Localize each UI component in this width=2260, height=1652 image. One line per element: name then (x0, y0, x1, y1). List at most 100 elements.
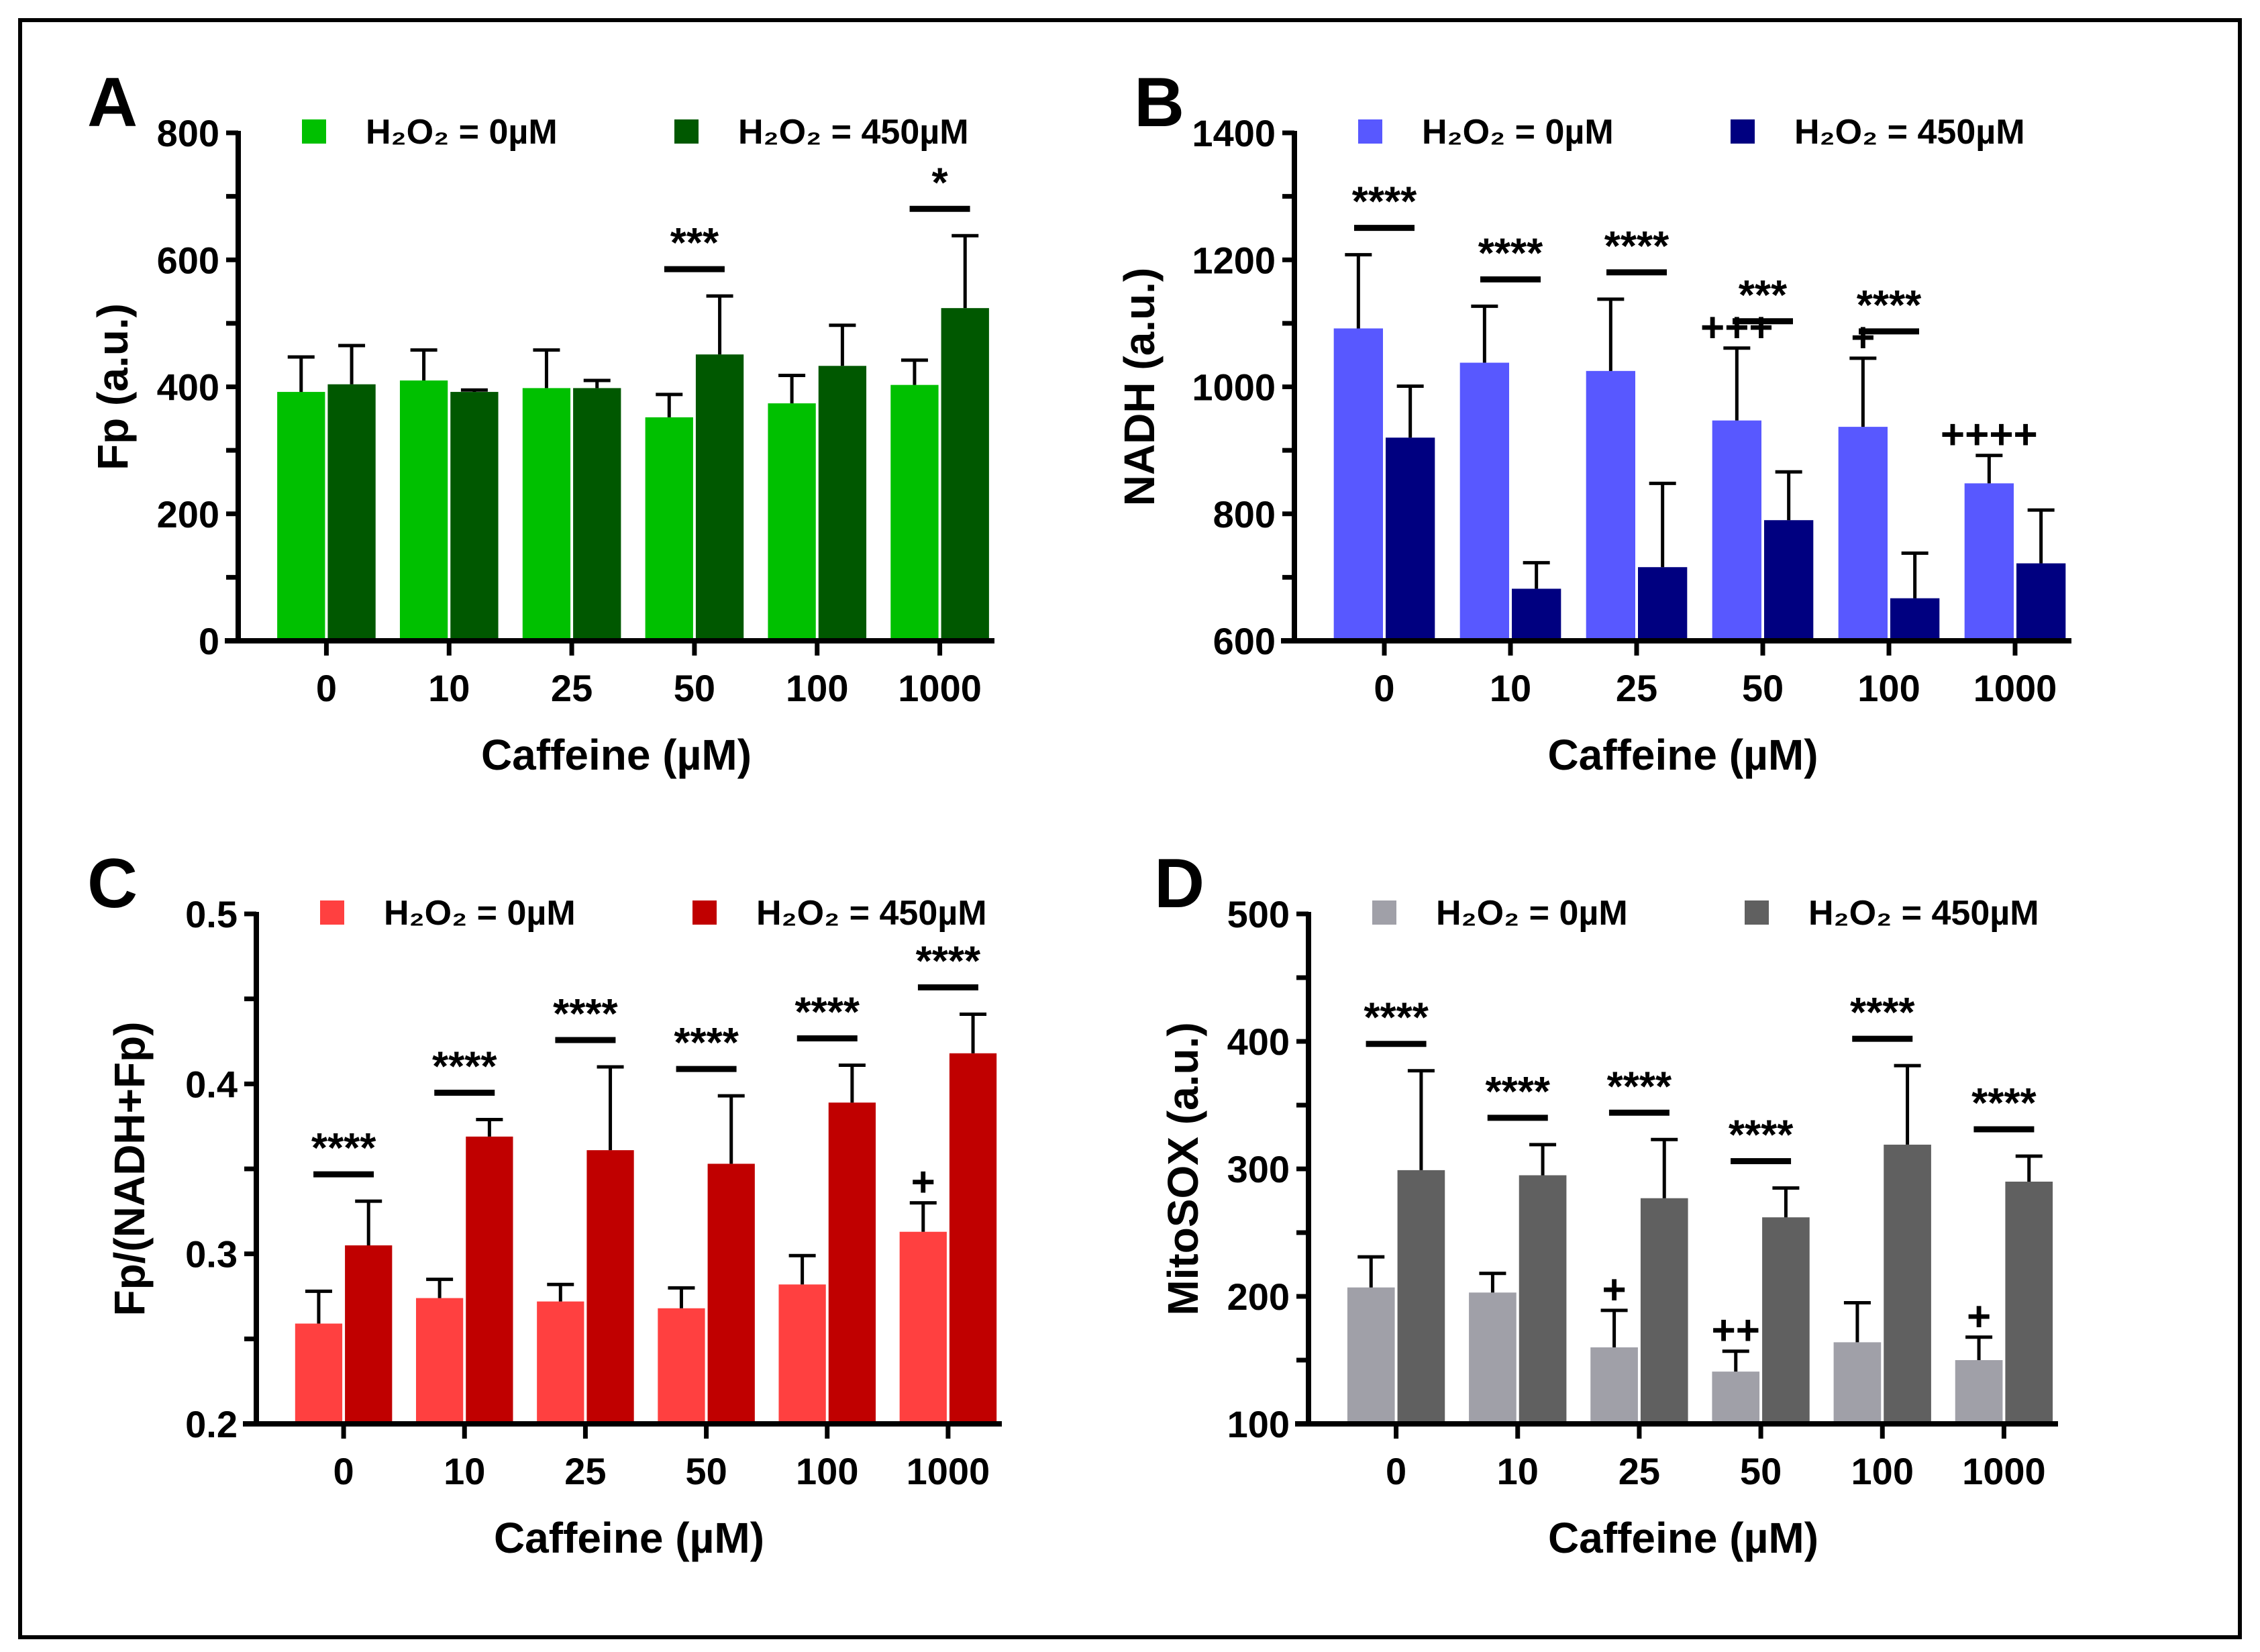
legend-swatch (1745, 900, 1769, 925)
bar-c-s0-25 (537, 1301, 584, 1424)
bar-d-s1-10 (1519, 1175, 1567, 1424)
y-tick-label: 1200 (1192, 239, 1276, 281)
x-tick-label: 50 (1742, 667, 1784, 709)
legend-label: H₂O₂ = 0µM (384, 894, 576, 933)
x-tick-label: 1000 (1973, 667, 2057, 709)
bar-a-s1-100 (818, 366, 867, 641)
bar-c-s0-10 (415, 1298, 464, 1424)
bar-a-s1-10 (450, 392, 499, 641)
bar-d-s1-25 (1640, 1198, 1688, 1424)
bar-c-s0-100 (778, 1284, 826, 1424)
y-tick-label: 0.5 (185, 893, 238, 935)
control-plus-marks: + (1851, 315, 1875, 361)
y-tick-label: 200 (157, 493, 219, 535)
y-tick-label: 500 (1227, 893, 1290, 935)
legend-swatch (1731, 119, 1755, 144)
y-tick-label: 200 (1227, 1276, 1290, 1318)
significance-stars: *** (1739, 272, 1788, 319)
panel-letter: D (1154, 845, 1204, 923)
x-tick-label: 1000 (898, 667, 982, 709)
panel-b: B******** *******+++ ****+++++600800100012… (1115, 64, 2071, 779)
y-tick-label: 400 (1227, 1021, 1290, 1063)
x-tick-label: 100 (1851, 1450, 1914, 1492)
x-tick-label: 25 (1616, 667, 1657, 709)
x-tick-label: 0 (1374, 667, 1394, 709)
x-tick-label: 100 (786, 667, 848, 709)
y-axis-title: MitoSOX (a.u.) (1159, 1022, 1207, 1315)
legend-label: H₂O₂ = 450µM (1794, 113, 2025, 152)
significance-stars: **** (432, 1044, 497, 1090)
bar-a-s0-10 (399, 380, 448, 641)
significance-stars: **** (1857, 282, 1922, 329)
x-axis-title: Caffeine (µM) (494, 1514, 764, 1562)
bar-b-s0-1000 (1964, 483, 2014, 641)
panel-letter: C (87, 845, 138, 923)
y-tick-label: 0.4 (185, 1063, 238, 1105)
significance-stars: **** (1971, 1080, 2037, 1127)
significance-stars: **** (1607, 1064, 1672, 1110)
significance-stars: **** (674, 1020, 739, 1066)
legend-label: H₂O₂ = 0µM (1436, 894, 1628, 933)
bar-d-s0-50 (1712, 1372, 1760, 1424)
y-axis-title: Fp/(NADH+Fp) (105, 1021, 154, 1316)
y-tick-label: 0 (199, 620, 219, 662)
x-tick-label: 50 (685, 1450, 727, 1492)
y-axis-title: NADH (a.u.) (1115, 268, 1164, 507)
x-tick-label: 25 (551, 667, 593, 709)
x-tick-label: 0 (333, 1450, 354, 1492)
significance-stars: **** (553, 991, 618, 1037)
panel-letter: B (1134, 64, 1184, 142)
bar-b-s0-10 (1459, 362, 1509, 641)
y-tick-label: 800 (157, 112, 219, 154)
y-tick-label: 600 (157, 239, 219, 281)
x-tick-label: 0 (1386, 1450, 1406, 1492)
x-tick-label: 10 (444, 1450, 485, 1492)
bar-c-s0-50 (658, 1308, 705, 1424)
bar-d-s1-1000 (2005, 1182, 2053, 1424)
bar-d-s1-0 (1397, 1170, 1445, 1424)
legend-swatch (1358, 119, 1382, 144)
legend-label: H₂O₂ = 450µM (738, 113, 969, 152)
y-axis-title: Fp (a.u.) (89, 303, 137, 470)
bar-c-s1-100 (828, 1102, 876, 1424)
bar-b-s1-1000 (2016, 563, 2066, 641)
bar-a-s1-0 (327, 384, 376, 641)
significance-stars: **** (1729, 1113, 1794, 1159)
bar-d-s0-100 (1833, 1342, 1882, 1424)
bar-a-s1-1000 (941, 308, 989, 641)
y-tick-label: 400 (157, 366, 219, 409)
bar-b-s1-50 (1764, 520, 1814, 641)
legend-label: H₂O₂ = 450µM (1808, 894, 2039, 933)
control-plus-marks: ++++ (1941, 412, 2038, 458)
y-tick-label: 600 (1213, 620, 1276, 662)
bar-d-s0-10 (1469, 1292, 1517, 1424)
bar-b-s0-100 (1838, 427, 1888, 641)
x-tick-label: 1000 (1962, 1450, 2046, 1492)
x-tick-label: 25 (1619, 1450, 1660, 1492)
bar-a-s0-50 (645, 417, 693, 641)
significance-stars: **** (916, 938, 981, 984)
significance-stars: **** (794, 989, 860, 1035)
control-plus-marks: + (1602, 1267, 1626, 1313)
bar-c-s0-1000 (899, 1231, 947, 1424)
y-tick-label: 0.3 (185, 1233, 238, 1276)
y-tick-label: 800 (1213, 493, 1276, 535)
x-tick-label: 100 (1857, 667, 1920, 709)
control-plus-marks: ++ (1712, 1308, 1760, 1354)
significance-stars: **** (311, 1125, 376, 1172)
significance-stars: **** (1604, 223, 1670, 270)
legend-swatch (674, 119, 699, 144)
bar-a-s0-100 (768, 403, 816, 641)
control-plus-marks: +++ (1700, 305, 1774, 351)
bar-b-s0-0 (1333, 328, 1383, 641)
bar-c-s0-0 (295, 1323, 343, 1424)
y-tick-label: 1000 (1192, 366, 1276, 409)
legend-swatch (692, 900, 717, 925)
x-tick-label: 25 (564, 1450, 606, 1492)
bar-c-s1-1000 (949, 1053, 997, 1424)
significance-stars: *** (670, 220, 719, 266)
bar-d-s0-0 (1347, 1287, 1395, 1424)
bar-d-s0-1000 (1955, 1360, 2003, 1424)
bar-a-s0-25 (522, 388, 571, 641)
